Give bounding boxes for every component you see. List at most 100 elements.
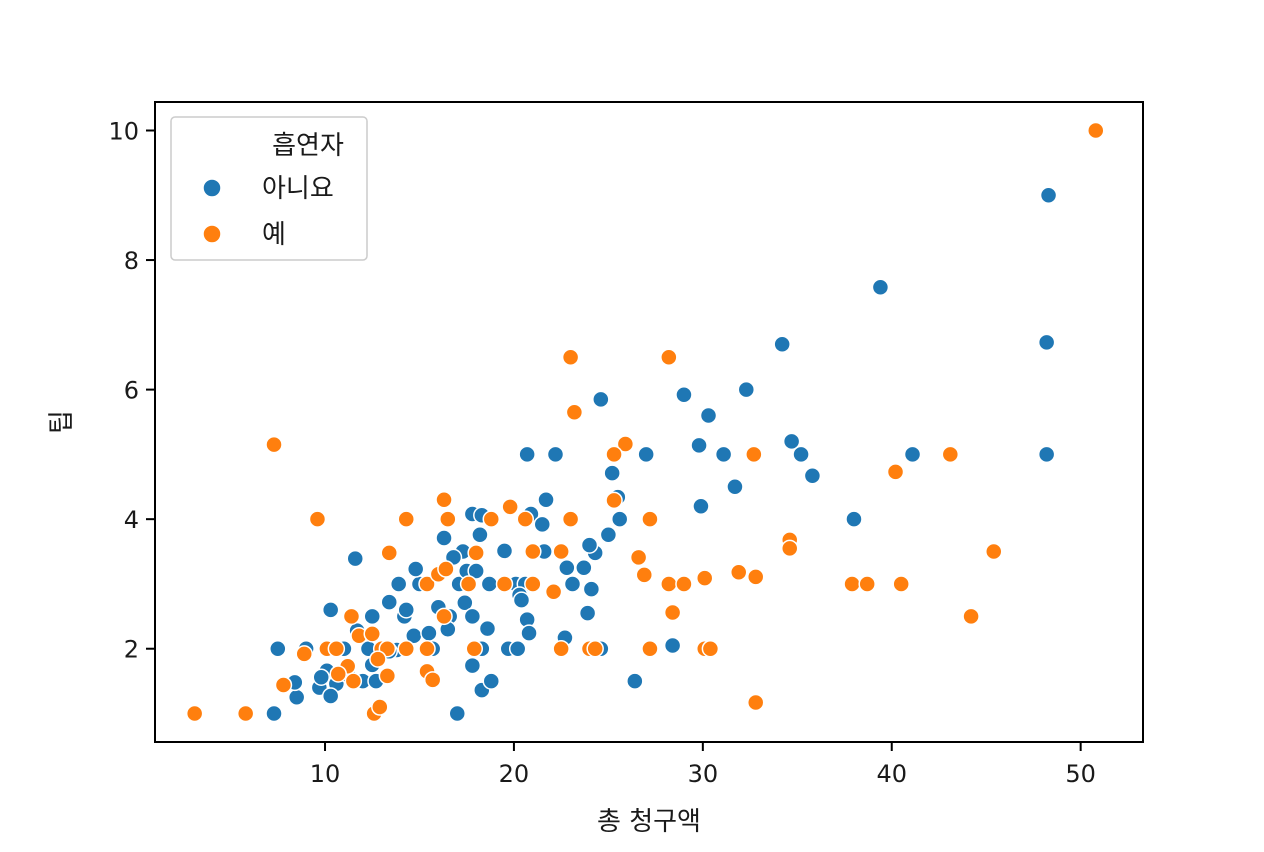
data-point-no-8 (690, 436, 708, 455)
y-axis: 2 4 6 8 10 (108, 118, 155, 664)
data-point-no-37 (575, 558, 593, 577)
legend-box (170, 116, 368, 261)
data-point-no-38 (558, 558, 576, 577)
data-point-yes-6 (605, 445, 623, 464)
data-point-no-39 (346, 549, 364, 568)
data-point-no-23 (537, 490, 555, 509)
data-point-no-3 (773, 335, 791, 354)
data-point-no-21 (603, 464, 621, 482)
data-point-yes-54 (465, 639, 484, 658)
data-point-no-98 (663, 636, 682, 655)
data-point-no-42 (389, 575, 408, 593)
data-point-yes-70 (423, 671, 442, 689)
data-point-yes-47 (435, 607, 453, 626)
y-tick-label: 8 (124, 247, 139, 275)
data-point-no-61 (321, 601, 340, 619)
data-point-no-47 (563, 575, 582, 593)
data-point-no-48 (406, 560, 425, 578)
data-point-no-35 (580, 536, 599, 554)
data-point-yes-25 (467, 544, 485, 562)
data-point-no-88 (287, 688, 306, 707)
data-point-yes-53 (418, 639, 436, 658)
data-point-no-64 (582, 580, 601, 598)
data-point-yes-71 (274, 676, 293, 694)
data-point-no-67 (478, 619, 497, 638)
data-point-yes-40 (524, 575, 542, 593)
data-point-yes-10 (605, 491, 623, 510)
x-tick-label: 30 (688, 760, 719, 788)
data-point-no-56 (463, 607, 482, 626)
x-tick-label: 50 (1065, 760, 1096, 788)
data-point-yes-62 (327, 639, 346, 658)
data-point-yes-49 (363, 625, 381, 643)
data-point-yes-7 (745, 445, 763, 464)
data-point-yes-67 (344, 672, 363, 690)
data-point-no-77 (269, 639, 287, 658)
data-point-yes-17 (516, 510, 535, 528)
data-point-yes-19 (641, 510, 659, 528)
data-point-yes-28 (635, 566, 654, 584)
points-layer (185, 121, 1105, 723)
data-point-yes-24 (380, 544, 398, 562)
data-point-no-93 (626, 672, 644, 690)
data-point-no-19 (845, 510, 863, 528)
data-point-yes-39 (495, 575, 514, 593)
legend-label-yes: 예 (262, 220, 286, 250)
data-point-yes-45 (962, 607, 980, 626)
data-point-yes-23 (629, 548, 648, 567)
data-point-yes-26 (524, 542, 542, 561)
x-tick-label: 10 (310, 760, 341, 788)
data-point-yes-73 (236, 704, 255, 723)
data-point-no-30 (471, 525, 489, 544)
legend-marker-yes (202, 224, 222, 244)
data-point-yes-11 (435, 490, 453, 509)
data-point-yes-35 (858, 575, 876, 593)
data-point-no-20 (692, 497, 710, 515)
data-point-yes-36 (892, 575, 910, 593)
data-point-no-18 (726, 478, 744, 496)
data-point-yes-32 (660, 575, 678, 593)
data-point-no-17 (546, 445, 565, 464)
x-tick-label: 40 (876, 760, 907, 788)
legend-label-no: 아니요 (262, 174, 334, 204)
data-point-yes-12 (308, 510, 327, 528)
y-tick-label: 10 (108, 118, 139, 146)
data-point-yes-44 (663, 603, 682, 622)
data-point-no-55 (456, 593, 474, 612)
data-point-yes-55 (552, 639, 570, 658)
data-point-no-52 (512, 591, 531, 609)
data-point-no-10 (792, 445, 810, 464)
data-point-yes-42 (437, 560, 455, 578)
data-point-no-9 (782, 432, 801, 451)
data-point-no-60 (363, 607, 381, 626)
y-tick-label: 2 (124, 636, 139, 664)
data-point-yes-63 (295, 645, 313, 663)
data-point-yes-3 (565, 403, 584, 422)
data-point-no-28 (533, 515, 552, 534)
data-point-no-36 (599, 525, 618, 544)
data-point-yes-57 (586, 639, 604, 658)
x-axis: 10 20 30 40 50 (310, 742, 1096, 788)
data-point-no-13 (903, 445, 922, 464)
data-point-yes-46 (342, 607, 361, 626)
y-tick-label: 4 (124, 506, 139, 534)
data-point-no-24 (610, 510, 629, 528)
data-point-yes-1 (561, 348, 580, 366)
data-point-yes-16 (501, 498, 519, 516)
data-point-no-1 (871, 278, 890, 297)
data-point-no-7 (699, 406, 718, 425)
data-point-no-14 (1037, 445, 1056, 464)
data-point-yes-68 (378, 667, 397, 685)
data-point-no-59 (380, 593, 398, 611)
data-point-yes-72 (185, 704, 204, 723)
data-point-no-4 (737, 380, 756, 399)
data-point-no-0 (1039, 186, 1058, 205)
data-point-no-97 (448, 704, 467, 723)
x-axis-label: 총 청구액 (597, 807, 701, 837)
data-point-no-32 (495, 542, 514, 560)
data-point-no-79 (420, 624, 438, 642)
data-point-no-16 (518, 445, 536, 464)
